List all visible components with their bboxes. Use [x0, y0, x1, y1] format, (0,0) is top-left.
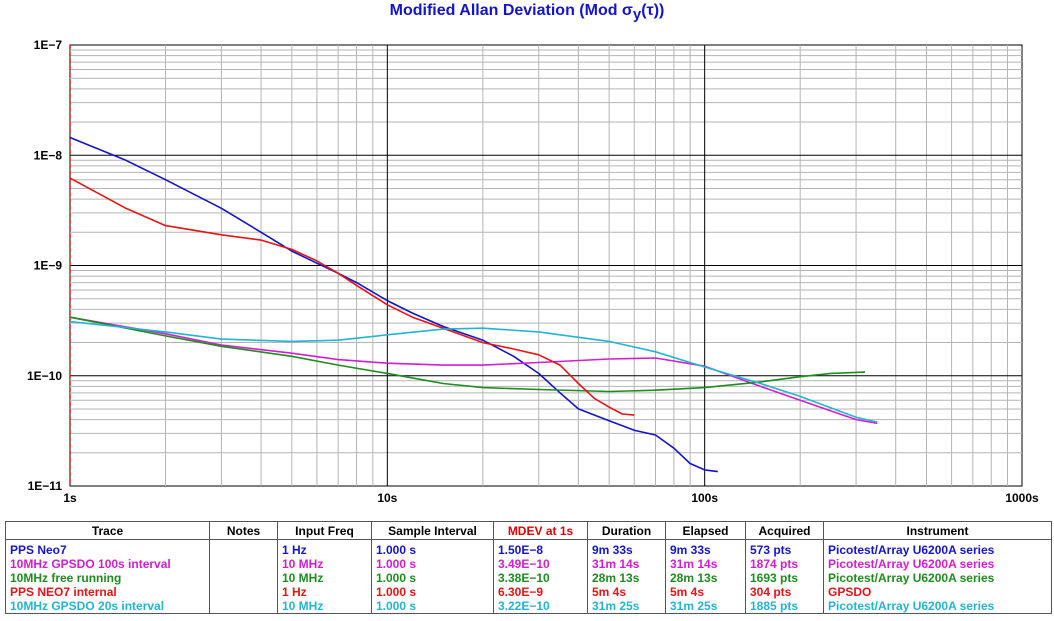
legend-cell-notes	[209, 571, 278, 585]
series-line-5	[69, 320, 878, 423]
legend-cell-input-freq: 10 MHz	[277, 571, 372, 585]
legend-cell-elapsed: 9m 33s	[665, 539, 746, 557]
major-gridlines	[70, 45, 1022, 486]
y-tick-label: 1E−11	[28, 479, 63, 493]
legend-header-row: Trace Notes Input Freq Sample Interval M…	[5, 521, 1052, 540]
series-line-4	[69, 177, 635, 416]
y-axis-tick-labels: 1E−7 1E−8 1E−9 1E−10 1E−11	[27, 38, 62, 493]
x-tick-label: 10s	[377, 491, 397, 505]
header-instrument: Instrument	[823, 521, 1052, 540]
header-elapsed: Elapsed	[665, 521, 746, 540]
legend-cell-acquired: 304 pts	[745, 585, 824, 599]
header-sample-interval: Sample Interval	[371, 521, 494, 540]
series-layer	[69, 136, 878, 473]
legend-table: Trace Notes Input Freq Sample Interval M…	[5, 521, 1052, 614]
legend-cell-trace: 10MHz GPSDO 20s interval	[5, 599, 210, 614]
legend-cell-mdev: 3.22E−10	[493, 599, 588, 614]
legend-cell-instrument: Picotest/Array U6200A series	[823, 571, 1052, 585]
legend-cell-duration: 5m 4s	[587, 585, 666, 599]
legend-cell-duration: 31m 14s	[587, 557, 666, 571]
series-line-2	[69, 316, 878, 425]
legend-cell-instrument: GPSDO	[823, 585, 1052, 599]
legend-cell-notes	[209, 557, 278, 571]
legend-cell-input-freq: 1 Hz	[277, 585, 372, 599]
legend-cell-duration: 9m 33s	[587, 539, 666, 557]
legend-cell-input-freq: 10 MHz	[277, 599, 372, 614]
chart-plot: 1E−7 1E−8 1E−9 1E−10 1E−11 1s 10s 100s 1000s	[27, 38, 1039, 505]
header-trace: Trace	[5, 521, 210, 540]
header-acquired: Acquired	[745, 521, 824, 540]
legend-cell-acquired: 573 pts	[745, 539, 824, 557]
legend-row[interactable]: 10MHz GPSDO 100s interval 10 MHz 1.000 s 3.…	[5, 557, 1052, 571]
legend-cell-input-freq: 1 Hz	[277, 539, 372, 557]
legend-cell-trace: PPS Neo7	[5, 539, 210, 557]
header-input-freq: Input Freq	[277, 521, 372, 540]
y-tick-label: 1E−9	[34, 259, 63, 273]
legend-cell-acquired: 1885 pts	[745, 599, 824, 614]
x-tick-label: 100s	[691, 491, 718, 505]
legend-cell-input-freq: 10 MHz	[277, 557, 372, 571]
legend-cell-mdev: 6.30E−9	[493, 585, 588, 599]
legend-cell-instrument: Picotest/Array U6200A series	[823, 557, 1052, 571]
legend-row[interactable]: PPS Neo7 1 Hz 1.000 s 1.50E−8 9m 33s 9m 33s 57…	[5, 539, 1052, 557]
legend-cell-mdev: 3.38E−10	[493, 571, 588, 585]
legend-cell-instrument: Picotest/Array U6200A series	[823, 599, 1052, 614]
legend-cell-mdev: 1.50E−8	[493, 539, 588, 557]
chart-title: Modified Allan Deviation (Mod σy(τ))	[389, 2, 665, 24]
legend-cell-acquired: 1874 pts	[745, 557, 824, 571]
series-line-3	[69, 316, 866, 393]
legend-cell-sample-interval: 1.000 s	[371, 557, 494, 571]
legend-cell-trace: 10MHz free running	[5, 571, 210, 585]
legend-cell-acquired: 1693 pts	[745, 571, 824, 585]
legend-cell-notes	[209, 585, 278, 599]
y-tick-label: 1E−7	[34, 38, 63, 52]
legend-cell-duration: 28m 13s	[587, 571, 666, 585]
legend-row[interactable]: 10MHz free running 10 MHz 1.000 s 3.38E−10 2…	[5, 571, 1052, 585]
legend-cell-sample-interval: 1.000 s	[371, 571, 494, 585]
legend-cell-mdev: 3.49E−10	[493, 557, 588, 571]
header-duration: Duration	[587, 521, 666, 540]
legend-cell-duration: 31m 25s	[587, 599, 666, 614]
legend-cell-elapsed: 31m 25s	[665, 599, 746, 614]
x-tick-label: 1s	[63, 491, 77, 505]
series-line-1	[69, 136, 718, 473]
legend-cell-sample-interval: 1.000 s	[371, 599, 494, 614]
legend-cell-trace: PPS NEO7 internal	[5, 585, 210, 599]
legend-row[interactable]: 10MHz GPSDO 20s interval 10 MHz 1.000 s 3.2…	[5, 599, 1052, 614]
legend-cell-sample-interval: 1.000 s	[371, 539, 494, 557]
x-axis-tick-labels: 1s 10s 100s 1000s	[63, 491, 1039, 505]
legend-cell-notes	[209, 599, 278, 614]
legend-cell-elapsed: 28m 13s	[665, 571, 746, 585]
legend-cell-elapsed: 5m 4s	[665, 585, 746, 599]
legend-row[interactable]: PPS NEO7 internal 1 Hz 1.000 s 6.30E−9 5m 4s…	[5, 585, 1052, 599]
header-notes: Notes	[209, 521, 278, 540]
header-mdev: MDEV at 1s	[493, 521, 588, 540]
legend-cell-notes	[209, 539, 278, 557]
legend-cell-elapsed: 31m 14s	[665, 557, 746, 571]
y-tick-label: 1E−8	[34, 148, 63, 162]
legend-cell-sample-interval: 1.000 s	[371, 585, 494, 599]
x-tick-label: 1000s	[1005, 491, 1039, 505]
legend-cell-instrument: Picotest/Array U6200A series	[823, 539, 1052, 557]
y-tick-label: 1E−10	[27, 369, 62, 383]
legend-cell-trace: 10MHz GPSDO 100s interval	[5, 557, 210, 571]
